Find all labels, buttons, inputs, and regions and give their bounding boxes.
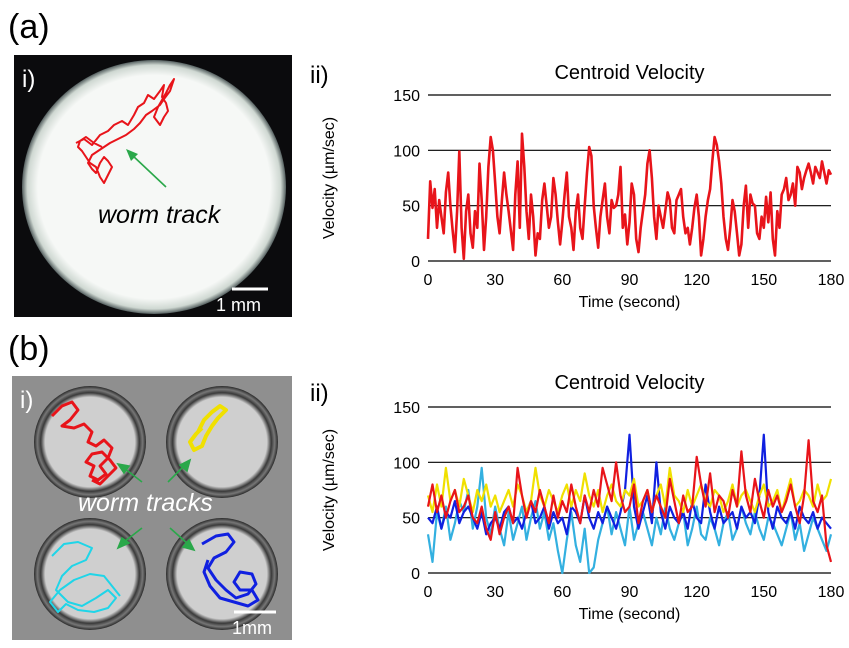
series-line-2 <box>426 466 833 514</box>
worm-track-cyan <box>49 541 121 613</box>
x-tick-label: 60 <box>553 272 571 289</box>
y-tick-label: 100 <box>393 455 420 472</box>
chart-sub-label: ii) <box>310 380 329 407</box>
worm-track-yellow <box>188 404 228 452</box>
panel-a-letter: (a) <box>8 8 50 46</box>
y-tick-label: 100 <box>393 143 420 160</box>
x-tick-label: 150 <box>750 272 777 289</box>
chart-title: Centroid Velocity <box>554 372 704 394</box>
y-axis-label: Velocity (µm/sec) <box>321 117 338 239</box>
panel-b-sub-label: i) <box>20 387 33 414</box>
x-tick-label: 90 <box>621 272 639 289</box>
x-tick-label: 120 <box>683 272 710 289</box>
x-tick-label: 90 <box>621 584 639 601</box>
y-tick-label: 0 <box>411 254 420 271</box>
worm-track-label: worm track <box>98 201 222 229</box>
y-tick-label: 50 <box>402 199 420 216</box>
worm-tracks-label: worm tracks <box>78 489 213 517</box>
panel-a-photo: i) worm track 1 mm <box>14 55 292 317</box>
x-axis-label: Time (second) <box>579 294 681 311</box>
panel-a-sub-label: i) <box>22 66 35 93</box>
worm-track-path <box>75 78 175 184</box>
x-tick-label: 0 <box>424 584 433 601</box>
well-top-right <box>166 386 278 498</box>
y-tick-label: 150 <box>393 400 420 417</box>
chart-b: ii) Centroid Velocity 0 50 100 150 0 30 60 90 120 1… <box>310 365 845 643</box>
x-tick-label: 30 <box>486 584 504 601</box>
worm-tracks-arrows <box>116 458 196 552</box>
chart-sub-label: ii) <box>310 62 329 89</box>
series-line-3 <box>426 439 833 563</box>
panel-b-photo: i) worm tracks 1mm <box>12 376 292 640</box>
y-axis-label: Velocity (µm/sec) <box>321 429 338 551</box>
x-axis-label: Time (second) <box>579 606 681 623</box>
series-line-0 <box>426 132 833 261</box>
scale-bar-label: 1mm <box>232 618 272 638</box>
chart-title: Centroid Velocity <box>554 62 704 84</box>
series-line-1 <box>427 433 832 536</box>
x-tick-label: 0 <box>424 272 433 289</box>
x-tick-label: 180 <box>818 584 845 601</box>
well-bottom-right <box>166 518 278 630</box>
x-tick-label: 150 <box>750 584 777 601</box>
worm-track-blue <box>201 532 260 608</box>
y-tick-label: 0 <box>411 566 420 583</box>
dish-well <box>22 60 286 314</box>
x-tick-label: 120 <box>683 584 710 601</box>
chart-a: ii) Centroid Velocity 0 50 100 150 0 30 60 90 120 1… <box>310 55 845 335</box>
y-tick-label: 150 <box>393 88 420 105</box>
worm-track-arrowhead <box>126 149 138 161</box>
y-tick-label: 50 <box>402 511 420 528</box>
worm-track-arrow <box>131 154 167 188</box>
scale-bar-label: 1 mm <box>216 295 261 315</box>
x-tick-label: 180 <box>818 272 845 289</box>
x-tick-label: 60 <box>553 584 571 601</box>
worm-track-red <box>50 400 118 486</box>
panel-b-letter: (b) <box>8 330 50 368</box>
x-tick-label: 30 <box>486 272 504 289</box>
